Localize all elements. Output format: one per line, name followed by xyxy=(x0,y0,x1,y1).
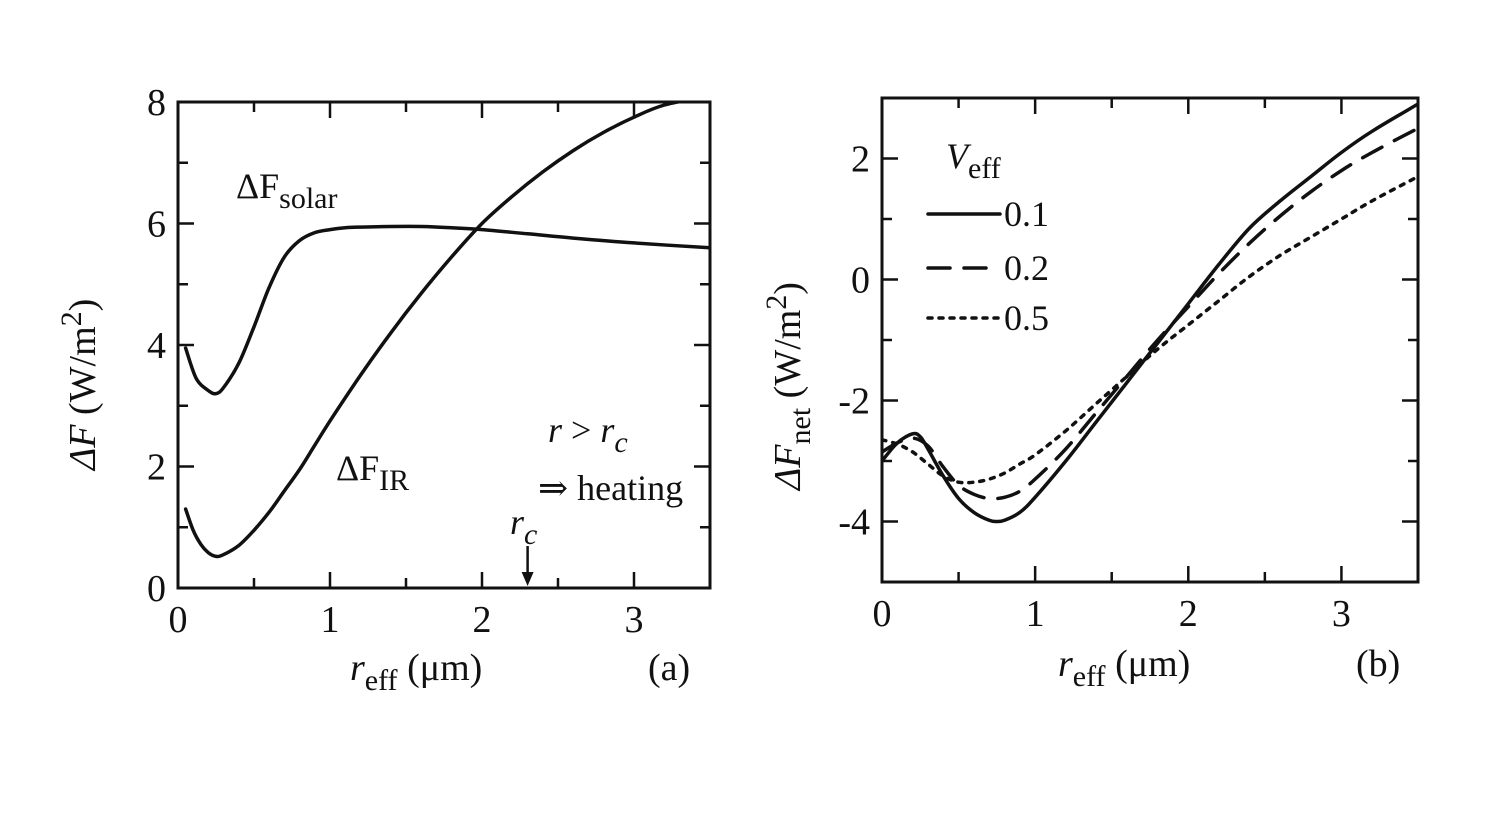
y-tick-label: 0 xyxy=(851,260,870,302)
annotation-rc: rc xyxy=(510,502,537,551)
panel-b-label: (b) xyxy=(1356,643,1400,685)
rc-arrow-head xyxy=(521,572,534,586)
panel-a-curves xyxy=(183,102,710,559)
annotation-heating: ⇒ heating xyxy=(538,468,683,508)
x-tick-label: 0 xyxy=(169,599,188,641)
label-ir: ΔFIR xyxy=(336,448,409,497)
series-line-1 xyxy=(183,102,687,559)
x-tick-label: 1 xyxy=(1026,593,1045,635)
legend-entry-0: 0.1 xyxy=(1004,194,1049,234)
y-tick-label: 2 xyxy=(851,139,870,181)
panel-b-tick-labels: 0 1 2 3 -4 -2 0 2 xyxy=(838,139,1351,636)
x-tick-label: 2 xyxy=(1179,593,1198,635)
y-tick-label: -4 xyxy=(838,502,870,544)
panel-a-ylabel: ΔF (W/m2) xyxy=(55,299,104,472)
y-tick-label: 2 xyxy=(147,447,166,489)
panel-a-xlabel: reff (μm) xyxy=(350,647,482,697)
panel-a-label: (a) xyxy=(648,647,690,689)
series-line-1 xyxy=(882,126,1418,501)
x-tick-label: 3 xyxy=(625,599,644,641)
rc-arrow xyxy=(521,546,534,586)
panel-b-xlabel: reff (μm) xyxy=(1058,643,1190,693)
panel-b-legend: Veff 0.1 0.2 0.5 xyxy=(926,136,1049,338)
legend-entry-1: 0.2 xyxy=(1004,248,1049,288)
panel-b-chart: 0 1 2 3 -4 -2 0 2 Veff 0.1 0.2 0.5 reff (μm) ΔF… xyxy=(760,96,1420,693)
x-tick-label: 0 xyxy=(873,593,892,635)
label-solar: ΔFsolar xyxy=(236,166,338,215)
series-line-0 xyxy=(882,102,1418,524)
panel-a-tick-labels: 0 1 2 3 0 2 4 6 8 xyxy=(147,82,644,641)
series-line-2 xyxy=(882,174,1418,485)
panel-b-curves xyxy=(882,102,1418,524)
x-tick-label: 2 xyxy=(473,599,492,641)
legend-title: Veff xyxy=(946,136,1001,185)
y-tick-label: 6 xyxy=(147,204,166,246)
y-tick-label: 8 xyxy=(147,82,166,124)
y-tick-label: 0 xyxy=(147,568,166,610)
x-tick-label: 3 xyxy=(1332,593,1351,635)
panel-a-ticks xyxy=(176,100,712,590)
legend-entry-2: 0.5 xyxy=(1004,298,1049,338)
panel-b-ylabel: ΔFnet (W/m2) xyxy=(760,282,817,492)
y-tick-label: 4 xyxy=(147,325,166,367)
annotation-condition: r > rc xyxy=(548,410,628,459)
series-line-0 xyxy=(183,224,710,396)
y-tick-label: -2 xyxy=(838,381,870,423)
x-tick-label: 1 xyxy=(321,599,340,641)
